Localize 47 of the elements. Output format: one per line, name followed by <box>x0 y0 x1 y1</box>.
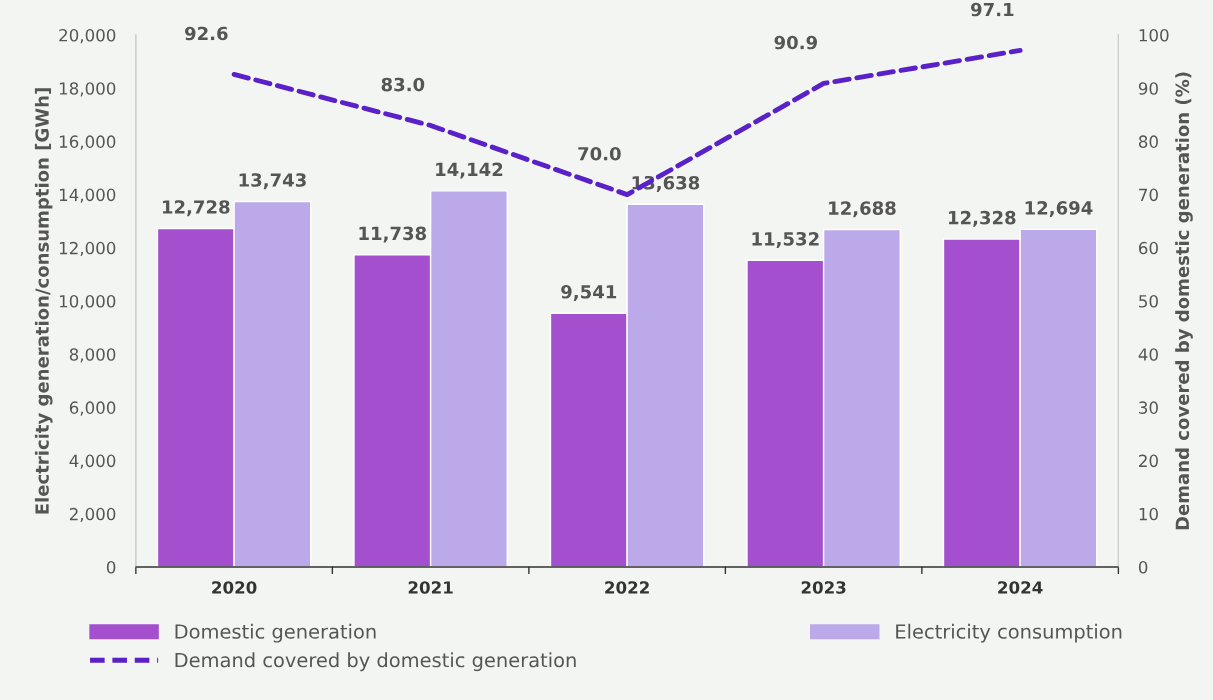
y2-tick-label: 30 <box>1139 401 1158 414</box>
y-tick-label: 6,000 <box>69 401 116 416</box>
y2-tick-label: 100 <box>1139 28 1169 42</box>
data-label: 12,328 <box>949 210 1016 227</box>
data-label: 12,694 <box>1025 201 1093 218</box>
x-tick-label: 2020 <box>212 581 257 594</box>
data-label: 12,688 <box>829 201 896 218</box>
legend-label: Domestic generation <box>175 623 376 643</box>
y-tick-label: 8,000 <box>69 348 116 363</box>
y2-tick-label: 0 <box>1138 560 1148 574</box>
data-label: 11,532 <box>752 231 819 248</box>
y2-tick-label: 60 <box>1138 241 1158 255</box>
y2-axis-title: Demand covered by domestic generation (%) <box>1175 72 1193 530</box>
y-tick-label: 0 <box>106 560 116 574</box>
y2-tick-label: 10 <box>1139 507 1158 521</box>
data-label: 90.9 <box>774 35 817 50</box>
x-tick-label: 2022 <box>605 581 649 594</box>
data-label: 14,142 <box>436 162 503 179</box>
data-label: 12,728 <box>162 200 230 217</box>
x-tick-label: 2021 <box>408 581 453 594</box>
legend-label: Electricity consumption <box>896 623 1122 643</box>
data-label: 83.0 <box>381 77 425 92</box>
legend-label: Demand covered by domestic generation <box>175 652 576 672</box>
y-tick-label: 16,000 <box>59 135 116 150</box>
y2-tick-label: 40 <box>1138 348 1158 361</box>
y-tick-label: 4,000 <box>69 454 116 469</box>
y-tick-label: 12,000 <box>59 241 116 257</box>
data-label: 97.1 <box>971 2 1014 17</box>
y-tick-label: 14,000 <box>59 188 116 203</box>
y-tick-label: 10,000 <box>59 294 116 310</box>
line-series <box>231 48 1023 198</box>
y2-tick-label: 70 <box>1139 188 1158 202</box>
data-label: 70.0 <box>578 146 621 161</box>
data-label: 92.6 <box>184 26 228 41</box>
data-label: 9,541 <box>561 284 617 301</box>
x-tick-label: 2024 <box>998 581 1043 594</box>
y2-tick-label: 20 <box>1139 454 1158 468</box>
y-tick-label: 18,000 <box>59 82 116 97</box>
y-tick-label: 20,000 <box>59 28 116 44</box>
y-tick-label: 2,000 <box>69 507 116 523</box>
x-tick-label: 2023 <box>801 581 846 594</box>
y2-tick-label: 90 <box>1138 82 1158 95</box>
data-label: 11,738 <box>359 226 427 243</box>
y-axis-title: Electricity generation/consumption [GWh] <box>34 88 53 514</box>
y2-tick-label: 50 <box>1139 294 1158 308</box>
data-label: 13,743 <box>239 173 306 190</box>
y2-tick-label: 80 <box>1138 135 1158 148</box>
